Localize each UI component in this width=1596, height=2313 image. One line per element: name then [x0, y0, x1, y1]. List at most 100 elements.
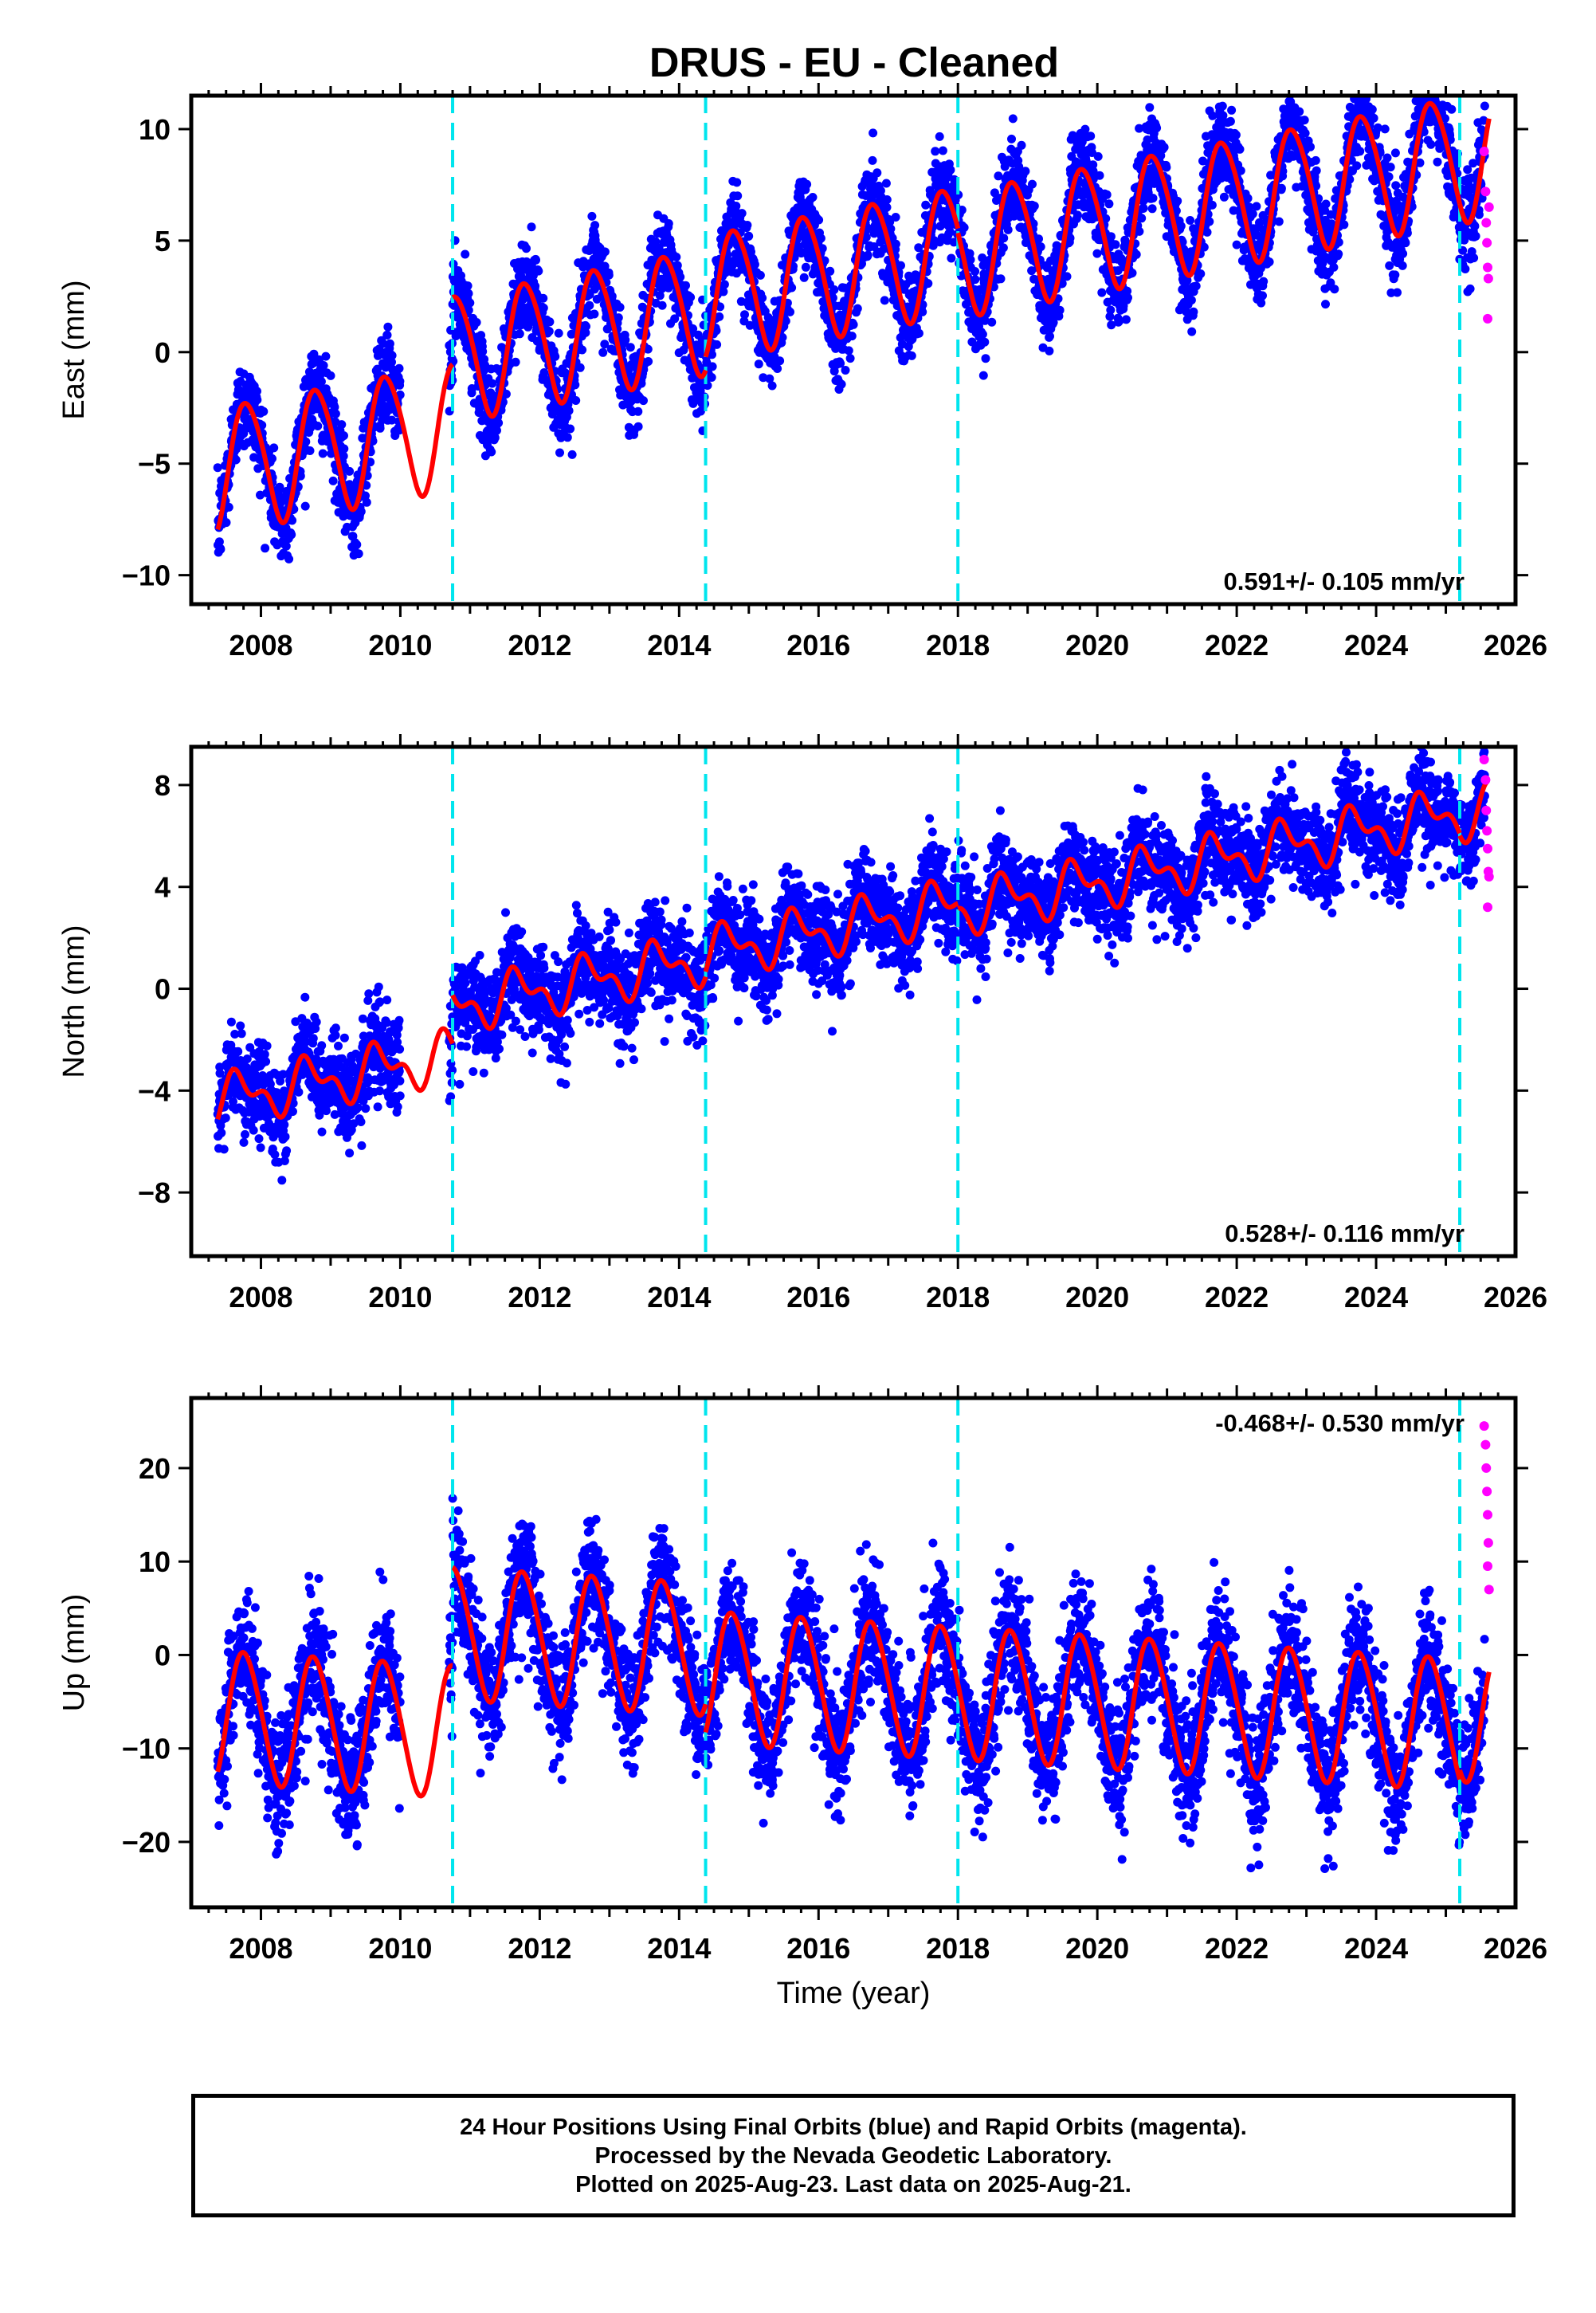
final-point-east-410 [313, 422, 323, 430]
final-point-east-1443 [614, 313, 623, 323]
final-point-east-75 [231, 455, 241, 465]
final-point-east-3792 [1186, 296, 1196, 305]
final-point-east-714 [387, 415, 397, 425]
final-point-east-2104 [775, 356, 785, 366]
final-point-east-605 [361, 491, 370, 501]
final-point-east-4629 [1391, 181, 1401, 190]
final-point-east-1159 [544, 327, 554, 336]
final-point-east-4775 [1427, 69, 1436, 77]
final-point-east-3454 [1104, 199, 1114, 209]
final-point-east-1748 [688, 324, 698, 333]
final-point-east-7 [214, 537, 224, 547]
final-point-east-2600 [896, 261, 905, 270]
final-point-east-434 [319, 361, 328, 370]
final-point-east-340 [296, 471, 305, 481]
final-point-east-479 [330, 403, 339, 412]
final-point-east-1101 [531, 281, 540, 291]
final-point-east-3139 [1028, 179, 1037, 189]
final-point-east-715 [387, 351, 397, 360]
final-point-east-4669 [1401, 238, 1410, 248]
final-point-east-1065 [522, 244, 531, 253]
final-point-east-463 [326, 371, 335, 380]
final-point-east-4083 [1258, 291, 1267, 300]
final-point-east-3445 [1102, 190, 1112, 199]
final-point-east-2153 [787, 283, 797, 293]
final-point-east-4773 [1426, 139, 1436, 149]
final-point-east-4023 [1243, 194, 1253, 203]
final-point-east-611 [362, 497, 371, 507]
final-point-east-2948 [981, 354, 990, 363]
final-point-east-4417 [1339, 220, 1349, 230]
final-point-east-2936 [978, 329, 987, 339]
final-point-east-4741 [1419, 82, 1428, 91]
final-point-east-2645 [907, 351, 916, 360]
final-point-east-359 [300, 501, 310, 511]
final-point-east-2904 [971, 267, 980, 276]
final-point-east-3460 [1106, 305, 1116, 315]
final-point-east-588 [356, 507, 366, 516]
final-point-east-625 [366, 457, 375, 467]
final-point-east-1545 [639, 396, 648, 406]
final-point-east-4161 [1276, 183, 1286, 193]
final-point-east-4304 [1312, 166, 1321, 175]
final-point-east-4957 [1471, 231, 1480, 241]
final-point-east-3524 [1121, 315, 1131, 324]
final-point-east-3405 [1092, 249, 1102, 258]
final-point-east-4603 [1385, 261, 1394, 270]
final-point-east-2400 [847, 332, 857, 341]
final-point-east-4934 [1465, 284, 1475, 293]
final-point-east-2712 [923, 279, 933, 289]
final-point-east-3649 [1152, 124, 1162, 133]
final-point-east-3054 [1007, 134, 1016, 143]
final-point-east-937 [490, 433, 500, 442]
final-point-east-2486 [869, 128, 878, 138]
final-point-east-4585 [1380, 124, 1390, 134]
final-point-east-3689 [1162, 163, 1171, 172]
final-point-east-4601 [1384, 172, 1394, 182]
final-point-east-3975 [1231, 130, 1241, 139]
final-point-east-1696 [676, 273, 685, 281]
final-point-east-1680 [672, 253, 681, 261]
final-point-east-3977 [1232, 240, 1241, 249]
final-point-east-4783 [1429, 76, 1437, 84]
final-point-east-654 [373, 364, 382, 374]
final-point-east-2423 [853, 304, 862, 313]
final-point-east-174 [256, 490, 265, 500]
final-point-east-4746 [1420, 74, 1429, 83]
final-point-east-944 [492, 426, 501, 435]
final-point-east-1986 [747, 247, 755, 257]
final-point-east-814 [461, 249, 470, 259]
final-point-east-4378 [1330, 285, 1339, 294]
final-point-east-1386 [600, 340, 610, 349]
final-point-east-1471 [621, 336, 630, 344]
final-point-east-4787 [1430, 57, 1439, 66]
final-point-east-3990 [1235, 144, 1245, 154]
final-point-east-925 [488, 379, 497, 388]
final-point-east-1310 [582, 322, 590, 331]
final-point-east-1873 [719, 287, 728, 296]
final-point-east-3634 [1148, 194, 1158, 203]
final-point-east-1449 [615, 303, 625, 312]
final-point-east-1537 [637, 379, 646, 388]
final-point-east-1104 [531, 255, 540, 265]
final-point-east-3620 [1145, 103, 1155, 112]
final-point-east-194 [261, 544, 270, 553]
final-point-east-706 [385, 339, 394, 348]
final-point-east-361 [301, 437, 311, 446]
final-point-east-3952 [1225, 116, 1235, 126]
final-point-east-4151 [1274, 217, 1284, 226]
final-point-east-3111 [1021, 167, 1030, 176]
final-point-east-2702 [921, 200, 931, 210]
final-point-east-4258 [1300, 128, 1310, 138]
final-point-east-540 [345, 466, 355, 476]
final-point-east-2579 [891, 213, 900, 222]
final-point-east-4394 [1334, 249, 1343, 259]
final-point-east-162 [253, 395, 262, 405]
final-point-east-1524 [633, 422, 643, 431]
final-point-east-4343 [1321, 199, 1331, 209]
final-point-east-508 [337, 420, 347, 430]
final-point-east-3252 [1055, 305, 1065, 315]
final-point-east-4779 [1428, 76, 1437, 84]
final-point-east-3060 [1008, 114, 1018, 124]
final-point-east-2373 [841, 366, 850, 375]
